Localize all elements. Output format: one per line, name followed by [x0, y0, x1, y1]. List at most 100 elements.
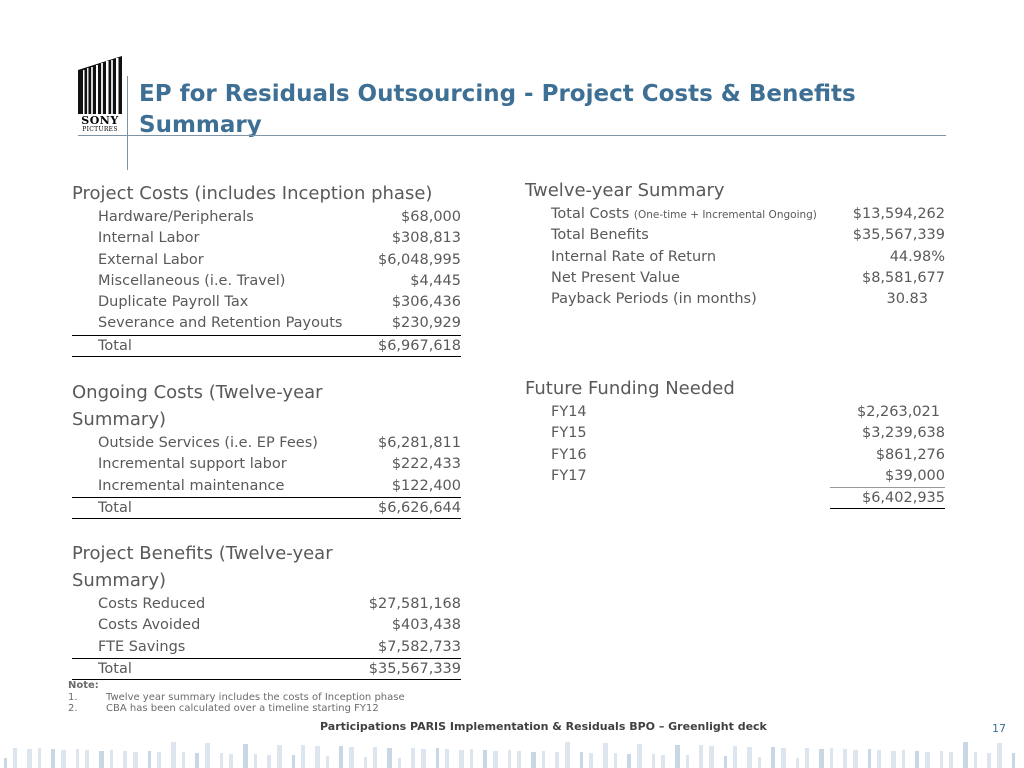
row-label: Costs Reduced — [98, 596, 206, 612]
table-row: Incremental support labor $222,433 — [72, 454, 461, 475]
decorative-bar — [733, 746, 737, 768]
decorative-bar — [459, 750, 464, 768]
logo-line2: PICTURES — [82, 126, 118, 133]
decorative-bar — [373, 747, 377, 768]
decorative-bar — [891, 751, 896, 768]
table-row: Payback Periods (in months) 30.83 — [525, 289, 945, 310]
section-heading: Twelve-year Summary — [525, 180, 725, 201]
logo-wordmark: SONY PICTURES — [78, 115, 122, 134]
row-value: $403,438 — [391, 617, 461, 634]
row-label: Outside Services (i.e. EP Fees) — [98, 435, 318, 451]
table-row: Internal Labor $308,813 — [72, 228, 461, 249]
decorative-bar — [805, 748, 809, 768]
decorative-bar — [614, 753, 617, 768]
decorative-bar — [38, 748, 41, 768]
decorative-bar — [315, 746, 320, 768]
decorative-bar — [771, 747, 775, 768]
decorative-bar — [758, 757, 761, 768]
row-value: $222,433 — [391, 456, 461, 473]
table-row: Total Benefits $35,567,339 — [525, 225, 945, 246]
future-funding-section: Future Funding Needed FY14 $2,263,021 FY1… — [525, 375, 945, 510]
sony-pictures-logo — [78, 56, 122, 134]
decorative-bar — [99, 751, 104, 768]
decorative-bar — [781, 748, 786, 768]
decorative-bar — [220, 753, 223, 768]
decorative-bar-pattern — [4, 742, 1015, 768]
header-vertical-rule — [127, 76, 128, 170]
decorative-bar — [531, 752, 536, 768]
row-label: Payback Periods (in months) — [551, 291, 757, 308]
decorative-bar — [493, 751, 498, 768]
row-label: Severance and Retention Payouts — [98, 315, 343, 332]
table-row: FTE Savings $7,582,733 — [72, 637, 461, 658]
row-label: Costs Avoided — [98, 617, 201, 634]
row-label: Net Present Value — [551, 269, 680, 286]
decorative-bar — [229, 754, 233, 768]
project-benefits-section: Project Benefits (Twelve-year Summary) C… — [72, 540, 461, 681]
row-label: Internal Rate of Return — [551, 248, 717, 265]
table-row: FY14 $2,263,021 — [525, 402, 945, 423]
decorative-bar — [517, 751, 521, 768]
total-row: $6,402,935 — [830, 487, 945, 510]
slide-title: EP for Residuals Outsourcing - Project C… — [139, 81, 856, 138]
decorative-bar — [470, 749, 473, 768]
twelve-year-summary-section: Twelve-year Summary Total Costs (One-tim… — [525, 177, 945, 310]
note-text: CBA has been calculated over a timeline … — [106, 703, 379, 714]
row-label-text: Total Costs — [551, 206, 630, 222]
table-row: FY15 $3,239,638 — [525, 423, 945, 444]
decorative-bar — [364, 757, 367, 768]
decorative-bar — [387, 748, 392, 768]
decorative-bar — [421, 749, 426, 768]
row-label: FY14 — [551, 404, 587, 420]
total-row: Total $35,567,339 — [72, 657, 461, 681]
header-horizontal-rule — [78, 135, 946, 136]
row-value: $2,263,021 — [856, 404, 940, 420]
decorative-bar — [85, 750, 89, 768]
decorative-bar — [411, 748, 415, 768]
decorative-bar — [915, 751, 919, 768]
row-label: Internal Labor — [98, 230, 200, 247]
decorative-bar — [398, 758, 401, 768]
decorative-bar — [171, 742, 176, 768]
decorative-bar — [157, 752, 161, 768]
row-label: Miscellaneous (i.e. Travel) — [98, 272, 286, 289]
decorative-bar — [565, 742, 570, 768]
decorative-bar — [853, 750, 858, 768]
row-sublabel: (One-time + Incremental Ongoing) — [633, 209, 817, 221]
total-value: $35,567,339 — [368, 660, 461, 677]
decorative-bar — [542, 751, 545, 768]
note-number: 1. — [68, 691, 78, 703]
logo-line1: SONY — [81, 114, 119, 127]
decorative-bar — [133, 752, 138, 768]
decorative-bar — [686, 755, 689, 768]
decorative-bar — [195, 753, 199, 768]
table-row: Miscellaneous (i.e. Travel) $4,445 — [72, 271, 461, 292]
row-label: Duplicate Payroll Tax — [98, 294, 249, 311]
total-value: $6,402,935 — [861, 490, 945, 507]
decorative-bar — [699, 745, 703, 768]
decorative-bar — [925, 752, 930, 768]
page-number: 17 — [992, 722, 1006, 735]
decorative-bar — [292, 755, 295, 768]
total-row: Total $6,626,644 — [72, 496, 461, 520]
decorative-bar — [76, 749, 79, 768]
row-label: FTE Savings — [98, 638, 186, 655]
row-label: FY16 — [551, 446, 587, 463]
decorative-bar — [868, 749, 871, 768]
decorative-bar — [182, 752, 185, 768]
section-heading: Future Funding Needed — [525, 378, 735, 399]
decorative-bar — [1012, 753, 1015, 768]
row-label: Incremental support labor — [98, 456, 287, 473]
decorative-bar — [902, 750, 905, 768]
row-value: $8,581,677 — [861, 269, 945, 286]
table-row: Severance and Retention Payouts $230,929 — [72, 313, 461, 334]
decorative-bar — [4, 758, 7, 768]
row-value: $4,445 — [410, 272, 461, 289]
decorative-bar — [483, 750, 487, 768]
decorative-bar — [110, 750, 113, 768]
ongoing-costs-section: Ongoing Costs (Twelve-year Summary) Outs… — [72, 379, 461, 520]
table-row: Costs Avoided $403,438 — [72, 615, 461, 636]
total-label: Total — [98, 337, 132, 354]
decorative-bar — [796, 758, 799, 768]
total-value: $6,626,644 — [377, 499, 461, 516]
